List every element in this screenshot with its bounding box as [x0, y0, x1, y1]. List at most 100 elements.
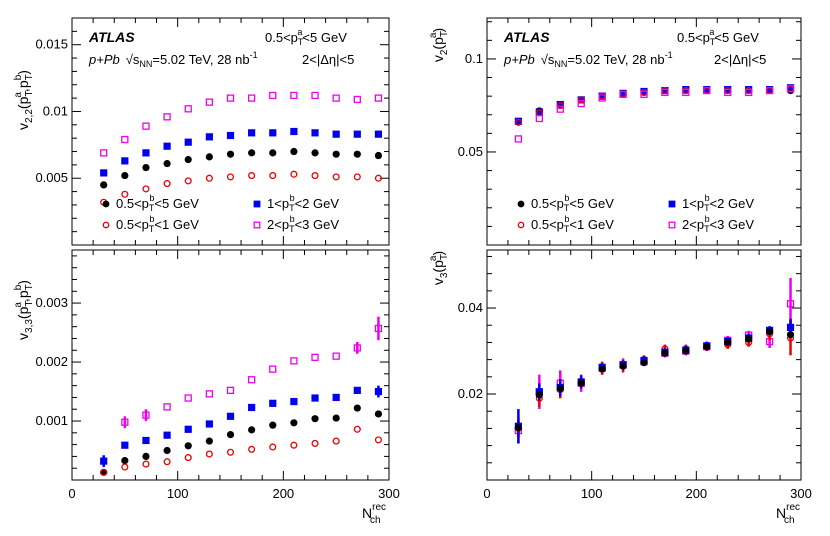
data-point — [248, 149, 256, 157]
data-point — [226, 94, 235, 102]
data-point — [535, 114, 543, 123]
legend-label: 1<pTb<2 GeV — [682, 193, 754, 213]
data-point — [184, 105, 192, 113]
data-point — [374, 387, 383, 396]
atlas-label: ATLAS — [88, 29, 135, 45]
data-point — [290, 127, 298, 136]
data-point — [556, 101, 564, 110]
data-point — [184, 454, 192, 462]
data-point — [786, 331, 795, 339]
data-point — [332, 352, 340, 360]
legend-marker — [668, 200, 676, 208]
collision-label: p+Pb √sNN=5.02 TeV, 28 nb-1 — [503, 50, 673, 69]
data-point — [514, 423, 523, 432]
data-point — [163, 113, 171, 121]
y-tick-label: 0.005 — [35, 170, 68, 185]
data-point — [745, 335, 753, 343]
legend-label: 2<pTb<3 GeV — [682, 214, 754, 234]
legend-marker — [102, 221, 110, 229]
xlabel-right: Nrec ch — [776, 502, 800, 526]
data-point — [163, 159, 171, 168]
data-point — [332, 130, 340, 138]
data-point — [205, 390, 214, 398]
data-point — [290, 91, 298, 100]
y-tick-label: 0.001 — [35, 413, 68, 428]
data-point — [786, 300, 795, 308]
legend-label: 0.5<pTb<1 GeV — [116, 214, 199, 234]
data-point — [577, 96, 585, 104]
data-point — [163, 142, 171, 150]
panel-v33: 0 100 200 300 0.001 0.002 0.003 — [35, 249, 400, 501]
data-point — [703, 86, 711, 95]
data-point — [311, 394, 319, 402]
data-point — [703, 86, 711, 94]
data-point — [121, 418, 129, 426]
data-point — [226, 448, 235, 456]
data-point — [247, 376, 256, 384]
data-point — [269, 149, 277, 157]
data-point — [374, 324, 383, 333]
data-point — [205, 420, 213, 428]
data-point — [290, 419, 298, 427]
data-point — [205, 98, 214, 106]
data-point — [332, 94, 340, 102]
plot-frame — [486, 17, 802, 246]
data-point — [786, 84, 795, 92]
panel-v3: 0 100 200 300 0.02 0.04 — [458, 249, 812, 501]
data-point — [226, 150, 235, 158]
data-point — [311, 172, 319, 180]
data-point — [100, 457, 108, 465]
y-tick-label: 0.003 — [35, 295, 68, 310]
data-point — [766, 328, 774, 336]
data-point — [619, 89, 627, 97]
data-point — [142, 185, 150, 193]
y-tick-label: 0.02 — [458, 386, 483, 401]
y-tick-label: 0.015 — [35, 37, 68, 52]
deta-label: 2<|Δη|<5 — [714, 52, 766, 67]
y-tick-label: 0.1 — [465, 51, 483, 66]
data-point — [290, 170, 298, 178]
data-point — [121, 456, 129, 465]
data-point — [205, 153, 213, 161]
data-point — [311, 149, 319, 157]
data-point — [786, 323, 795, 331]
data-point — [556, 384, 564, 393]
data-point — [248, 445, 256, 453]
data-point — [311, 91, 319, 100]
data-point — [121, 171, 129, 180]
collision-label: p+Pb √sNN=5.02 TeV, 28 nb-1 — [88, 50, 258, 69]
x-tick-label: 100 — [167, 486, 189, 501]
data-point — [163, 403, 171, 411]
data-point — [640, 359, 648, 367]
data-point — [121, 190, 129, 198]
data-point — [332, 393, 340, 402]
data-point — [374, 410, 383, 418]
legend-label: 0.5<pTb<5 GeV — [116, 193, 199, 213]
data-point — [205, 174, 213, 182]
data-point — [269, 399, 277, 407]
data-point — [577, 379, 585, 387]
y-tick-label: 0.002 — [35, 354, 68, 369]
data-point — [226, 386, 235, 395]
data-point — [661, 86, 669, 95]
data-point — [556, 105, 564, 113]
data-point — [269, 421, 277, 429]
data-point — [640, 90, 648, 98]
data-point — [247, 94, 256, 102]
data-point — [374, 436, 382, 444]
data-point — [205, 437, 213, 445]
data-point — [661, 349, 669, 357]
legend-marker — [102, 200, 110, 208]
data-point — [142, 122, 150, 130]
data-point — [184, 394, 192, 402]
data-point — [724, 88, 732, 97]
data-point — [248, 403, 256, 412]
data-point — [556, 100, 564, 109]
data-point — [598, 94, 606, 102]
data-point — [374, 174, 382, 182]
legend-marker — [517, 200, 525, 208]
data-point — [577, 96, 585, 104]
data-point — [374, 94, 383, 102]
